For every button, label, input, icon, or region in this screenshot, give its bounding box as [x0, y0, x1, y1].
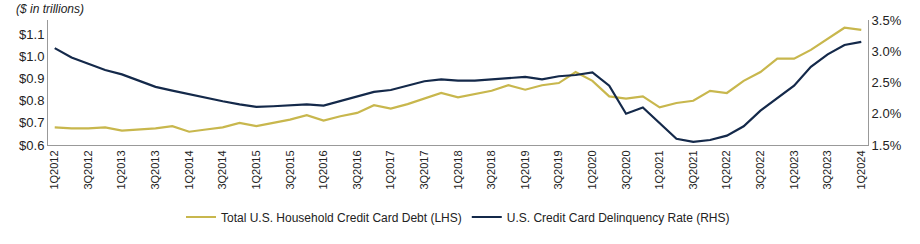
svg-text:2.0%: 2.0% [872, 106, 902, 121]
svg-text:3.0%: 3.0% [872, 44, 902, 59]
svg-text:3Q2021: 3Q2021 [687, 150, 699, 189]
svg-text:3Q2018: 3Q2018 [485, 150, 497, 189]
svg-text:$0.8: $0.8 [19, 93, 44, 108]
svg-text:1Q2016: 1Q2016 [317, 150, 329, 189]
svg-text:1Q2014: 1Q2014 [183, 150, 195, 189]
svg-text:3Q2023: 3Q2023 [821, 150, 833, 189]
svg-text:1Q2013: 1Q2013 [116, 150, 128, 189]
svg-text:1Q2017: 1Q2017 [384, 150, 396, 189]
svg-text:$0.6: $0.6 [19, 138, 44, 153]
svg-text:1Q2012: 1Q2012 [48, 150, 60, 189]
svg-text:$0.7: $0.7 [19, 115, 44, 130]
svg-text:3Q2012: 3Q2012 [82, 150, 94, 189]
svg-text:($ in trillions): ($ in trillions) [16, 2, 84, 16]
svg-text:3Q2022: 3Q2022 [754, 150, 766, 189]
svg-text:1Q2015: 1Q2015 [250, 150, 262, 189]
svg-text:1Q2023: 1Q2023 [788, 150, 800, 189]
svg-text:$0.9: $0.9 [19, 71, 44, 86]
svg-text:3Q2013: 3Q2013 [149, 150, 161, 189]
svg-text:1Q2022: 1Q2022 [720, 150, 732, 189]
svg-text:1.5%: 1.5% [872, 138, 902, 153]
svg-text:$1.0: $1.0 [19, 49, 44, 64]
svg-text:3Q2019: 3Q2019 [552, 150, 564, 189]
svg-text:3Q2017: 3Q2017 [418, 150, 430, 189]
svg-text:1Q2019: 1Q2019 [519, 150, 531, 189]
svg-text:1Q2021: 1Q2021 [653, 150, 665, 189]
svg-text:U.S. Credit Card Delinquency R: U.S. Credit Card Delinquency Rate (RHS) [507, 211, 730, 225]
svg-text:$1.1: $1.1 [19, 27, 44, 42]
svg-text:3Q2014: 3Q2014 [216, 150, 228, 189]
svg-text:3Q2016: 3Q2016 [351, 150, 363, 189]
svg-text:1Q2020: 1Q2020 [586, 150, 598, 189]
svg-text:3Q2020: 3Q2020 [620, 150, 632, 189]
svg-text:3.5%: 3.5% [872, 13, 902, 28]
svg-text:Total U.S. Household Credit Ca: Total U.S. Household Credit Card Debt (L… [221, 211, 462, 225]
svg-text:1Q2024: 1Q2024 [855, 150, 867, 189]
svg-text:2.5%: 2.5% [872, 75, 902, 90]
svg-text:1Q2018: 1Q2018 [452, 150, 464, 189]
svg-text:3Q2015: 3Q2015 [284, 150, 296, 189]
